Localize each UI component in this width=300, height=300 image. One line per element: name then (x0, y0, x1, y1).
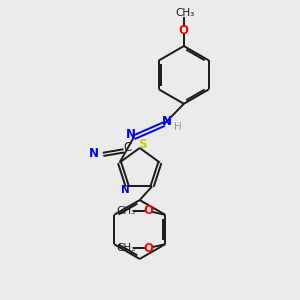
Text: N: N (89, 147, 99, 160)
Text: S: S (138, 139, 147, 152)
Text: O: O (179, 24, 189, 37)
Text: H: H (174, 122, 182, 132)
Text: N: N (122, 185, 130, 195)
Text: CH₃: CH₃ (176, 8, 195, 18)
Text: CH₃: CH₃ (117, 206, 136, 216)
Text: C: C (123, 141, 132, 154)
Text: O: O (143, 205, 153, 218)
Text: O: O (143, 242, 153, 254)
Text: N: N (161, 115, 172, 128)
Text: CH₃: CH₃ (117, 243, 136, 253)
Text: N: N (126, 128, 136, 141)
